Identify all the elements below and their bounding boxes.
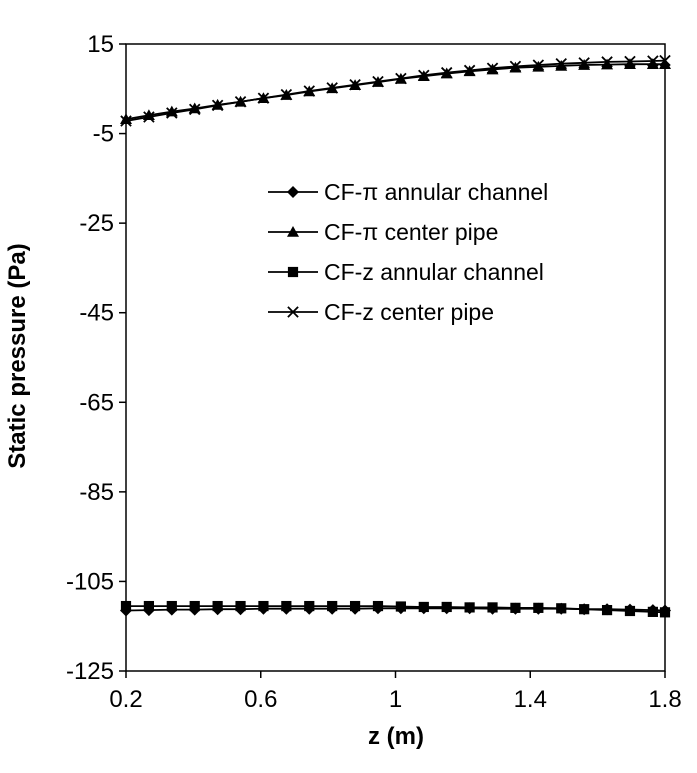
data-point [395,72,407,85]
data-point [555,59,568,71]
x-axis-ticks: 0.2 0.6 1 1.4 1.8 [109,671,682,713]
data-point [578,59,591,70]
series-layer [120,54,671,618]
data-point [579,604,590,615]
x-tick-label: 0.2 [109,686,142,713]
data-point [601,56,613,68]
x-tick-label: 1.8 [648,686,681,713]
data-point [349,79,361,91]
data-point [601,58,614,70]
legend-label: CF-z annular channel [324,259,544,285]
x-tick-label: 1 [389,686,402,713]
legend-marker [287,226,299,237]
data-point [509,60,522,73]
y-tick-label: -125 [66,658,114,685]
legend-label: CF-z center pipe [324,299,494,325]
legend-marker [287,266,299,278]
data-point [533,602,544,613]
data-point [188,103,201,116]
y-tick-label: -25 [79,210,114,237]
data-point [303,85,315,97]
data-point [395,601,406,612]
data-point [441,601,452,613]
data-point [601,604,613,616]
legend: CF-π annular channel CF-π center pipe CF-z… [268,179,548,325]
legend-label: CF-π center pipe [324,219,498,245]
y-tick-label: -5 [93,121,114,148]
data-point [304,600,315,612]
data-point [372,600,384,612]
data-point [166,600,177,612]
data-point [624,605,636,617]
legend-entry: CF-z annular channel [268,259,544,285]
y-axis-title: Static pressure (Pa) [4,243,31,468]
data-point [326,82,338,94]
data-point [556,603,567,614]
data-point [464,602,475,613]
x-axis-title: z (m) [368,723,424,750]
data-point [258,600,269,612]
data-point [234,96,247,108]
y-axis-ticks: 15 -5 -25 -45 -65 -85 -105 -125 [66,31,126,685]
data-point [257,92,270,104]
y-tick-label: -65 [79,389,114,416]
data-point [647,55,659,67]
data-point [440,66,453,79]
series-line [125,63,665,121]
legend-entry: CF-π center pipe [268,219,498,245]
y-tick-label: -45 [79,300,114,327]
y-tick-label: 15 [87,31,114,58]
plot-area-frame [125,43,666,672]
data-point [143,111,155,123]
x-tick-label: 0.6 [244,686,277,713]
y-tick-label: -85 [79,479,114,506]
data-point [623,58,636,69]
data-point [463,64,476,77]
legend-entry: CF-z center pipe [268,299,494,325]
data-point [647,606,658,617]
data-point [418,69,430,82]
data-point [646,58,659,69]
data-point [624,55,636,68]
data-point [555,57,567,70]
legend-entry: CF-π annular channel [268,179,548,205]
data-point [212,600,223,612]
data-point [166,107,178,119]
data-point [578,57,590,69]
data-point [532,59,545,71]
data-point [211,99,224,112]
data-point [486,62,499,74]
data-point [349,600,361,612]
data-point [235,600,246,612]
series-square [120,600,671,618]
data-point [327,600,338,612]
data-point [280,88,293,101]
data-point [418,601,429,613]
series-x [120,54,671,127]
y-tick-label: -105 [66,568,114,595]
legend-marker [287,186,299,198]
data-point [372,75,384,88]
data-point [487,602,498,613]
data-point [189,600,200,612]
legend-label: CF-π annular channel [324,179,548,205]
data-point [510,602,521,613]
data-point [281,600,292,612]
legend-marker [287,306,299,318]
data-point [143,600,155,612]
x-tick-label: 1.4 [514,686,547,713]
